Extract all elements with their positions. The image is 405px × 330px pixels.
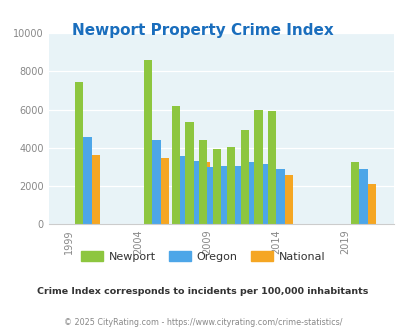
Text: Crime Index corresponds to incidents per 100,000 inhabitants: Crime Index corresponds to incidents per… (37, 287, 368, 296)
Bar (193, 161, 201, 224)
Bar (234, 166, 243, 224)
Bar (83, 137, 91, 224)
Bar (201, 162, 210, 224)
Bar (270, 173, 279, 224)
Bar (144, 60, 152, 224)
Bar (358, 169, 367, 224)
Bar (254, 110, 262, 224)
Bar (171, 106, 179, 224)
Bar (240, 130, 248, 224)
Bar (367, 184, 375, 224)
Bar (213, 149, 221, 224)
Bar (243, 167, 251, 224)
Bar (268, 111, 276, 224)
Bar (207, 167, 215, 224)
Bar (284, 175, 292, 224)
Bar (256, 170, 265, 224)
Bar (221, 166, 229, 224)
Bar (91, 154, 100, 224)
Bar (75, 82, 83, 224)
Bar (152, 140, 160, 224)
Bar (179, 156, 188, 224)
Text: Newport Property Crime Index: Newport Property Crime Index (72, 23, 333, 38)
Bar (199, 140, 207, 224)
Bar (262, 164, 270, 224)
Text: © 2025 CityRating.com - https://www.cityrating.com/crime-statistics/: © 2025 CityRating.com - https://www.city… (64, 318, 341, 327)
Bar (229, 167, 237, 224)
Bar (350, 162, 358, 224)
Bar (248, 162, 256, 224)
Bar (185, 122, 193, 224)
Bar (160, 158, 168, 224)
Bar (188, 161, 196, 224)
Bar (215, 167, 224, 224)
Bar (276, 169, 284, 224)
Bar (226, 147, 234, 224)
Legend: Newport, Oregon, National: Newport, Oregon, National (76, 247, 329, 266)
